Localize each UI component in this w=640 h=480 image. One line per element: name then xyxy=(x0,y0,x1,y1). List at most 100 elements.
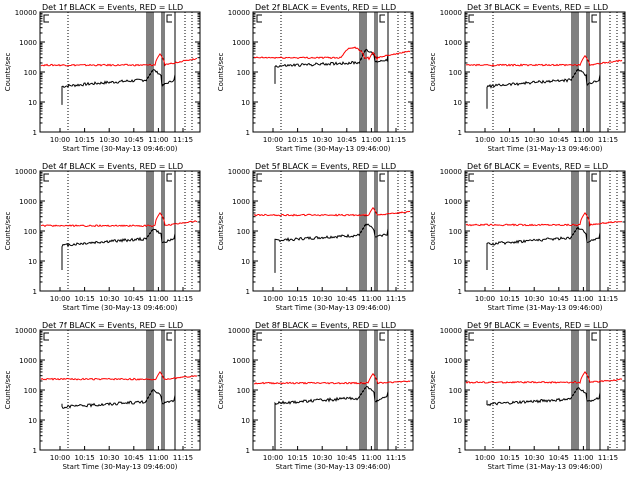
series-line-lld xyxy=(40,52,198,67)
flag-mark xyxy=(468,14,474,23)
y-tick-label: 1 xyxy=(246,288,250,296)
y-tick-label: 1 xyxy=(458,129,462,137)
flag-mark xyxy=(468,332,474,341)
plot-frame xyxy=(464,11,626,133)
y-tick-label: 1000 xyxy=(19,357,37,365)
y-tick-label: 100 xyxy=(237,387,250,395)
y-tick-label: 1 xyxy=(246,447,250,455)
series-line-events xyxy=(274,385,389,450)
flag-mark xyxy=(591,173,597,182)
y-tick-label: 1 xyxy=(33,288,37,296)
y-axis-label: Counts/sec xyxy=(4,212,12,251)
x-tick-label: 10:00 xyxy=(475,454,495,462)
y-tick-label: 10000 xyxy=(440,327,462,335)
panel-title: Det 7f BLACK = Events, RED = LLD xyxy=(42,321,183,330)
x-tick-label: 10:00 xyxy=(263,295,283,303)
x-axis-label: Start Time (31-May-13 09:46:00) xyxy=(487,463,602,471)
y-tick-label: 1000 xyxy=(232,39,250,47)
series-line-events xyxy=(274,222,389,273)
y-axis-label: Counts/sec xyxy=(4,53,12,92)
flag-mark xyxy=(166,173,172,182)
series-line-events xyxy=(61,69,176,105)
y-tick-label: 1 xyxy=(246,129,250,137)
flag-mark xyxy=(256,14,262,23)
x-tick-label: 10:30 xyxy=(312,295,332,303)
flag-mark xyxy=(379,173,385,182)
y-tick-label: 10000 xyxy=(15,9,37,17)
x-tick-label: 10:45 xyxy=(549,136,569,144)
x-tick-label: 10:30 xyxy=(524,295,544,303)
plot-frame xyxy=(39,329,201,451)
series-line-lld xyxy=(40,370,198,381)
y-tick-label: 100 xyxy=(24,228,37,236)
panel-title: Det 9f BLACK = Events, RED = LLD xyxy=(467,321,608,330)
x-axis-label: Start Time (31-May-13 09:46:00) xyxy=(487,304,602,312)
x-tick-label: 10:30 xyxy=(524,454,544,462)
panel-title: Det 4f BLACK = Events, RED = LLD xyxy=(42,162,183,171)
x-axis-label: Start Time (30-May-13 09:46:00) xyxy=(62,304,177,312)
panel-title: Det 2f BLACK = Events, RED = LLD xyxy=(255,3,396,12)
series-line-events xyxy=(274,48,389,84)
y-axis-label: Counts/sec xyxy=(429,53,437,92)
plot-frame xyxy=(464,329,626,451)
y-tick-label: 100 xyxy=(449,387,462,395)
x-tick-label: 11:00 xyxy=(361,454,381,462)
series-line-events xyxy=(486,386,601,407)
series-line-events xyxy=(61,228,176,270)
flag-mark xyxy=(43,14,49,23)
x-tick-label: 11:00 xyxy=(148,295,168,303)
panel-6: Det 6f BLACK = Events, RED = LLD 1 10 100 10… xyxy=(429,162,626,312)
x-tick-label: 11:00 xyxy=(361,136,381,144)
panel-4: Det 4f BLACK = Events, RED = LLD 1 10 100 10… xyxy=(4,162,201,312)
series-line-events xyxy=(486,226,601,270)
y-tick-label: 100 xyxy=(24,69,37,77)
flag-mark xyxy=(166,14,172,23)
x-tick-label: 10:45 xyxy=(337,136,357,144)
y-tick-label: 10 xyxy=(453,99,462,107)
x-tick-label: 10:15 xyxy=(75,295,95,303)
x-axis-label: Start Time (30-May-13 09:46:00) xyxy=(275,145,390,153)
flag-mark xyxy=(591,14,597,23)
x-tick-label: 11:15 xyxy=(173,295,193,303)
panel-title: Det 6f BLACK = Events, RED = LLD xyxy=(467,162,608,171)
y-tick-label: 10 xyxy=(28,417,37,425)
x-axis-label: Start Time (31-May-13 09:46:00) xyxy=(487,145,602,153)
x-tick-label: 10:15 xyxy=(500,295,520,303)
x-tick-label: 10:15 xyxy=(288,136,308,144)
x-tick-label: 11:15 xyxy=(173,136,193,144)
panel-7: Det 7f BLACK = Events, RED = LLD 1 10 100 10… xyxy=(4,321,201,471)
y-axis-label: Counts/sec xyxy=(429,371,437,410)
series-line-lld xyxy=(253,46,411,61)
x-tick-label: 10:00 xyxy=(50,295,70,303)
y-axis-label: Counts/sec xyxy=(4,371,12,410)
y-tick-label: 1000 xyxy=(444,39,462,47)
flag-mark xyxy=(468,173,474,182)
y-tick-label: 100 xyxy=(237,228,250,236)
y-tick-label: 1000 xyxy=(232,198,250,206)
x-tick-label: 10:45 xyxy=(124,454,144,462)
flag-mark xyxy=(43,332,49,341)
series-line-lld xyxy=(253,372,411,385)
x-tick-label: 10:15 xyxy=(75,454,95,462)
panel-9: Det 9f BLACK = Events, RED = LLD 1 10 100 10… xyxy=(429,321,626,471)
x-tick-label: 10:00 xyxy=(475,295,495,303)
y-tick-label: 1 xyxy=(458,288,462,296)
y-tick-label: 10 xyxy=(241,99,250,107)
y-tick-label: 10 xyxy=(28,99,37,107)
x-tick-label: 10:45 xyxy=(337,295,357,303)
plot-frame xyxy=(252,329,414,451)
y-tick-label: 10 xyxy=(28,258,37,266)
x-tick-label: 11:15 xyxy=(386,136,406,144)
y-tick-label: 10000 xyxy=(228,168,250,176)
x-tick-label: 11:15 xyxy=(598,136,618,144)
x-tick-label: 11:00 xyxy=(573,295,593,303)
flag-mark xyxy=(256,173,262,182)
x-tick-label: 11:00 xyxy=(148,454,168,462)
x-tick-label: 11:00 xyxy=(573,454,593,462)
y-tick-label: 10 xyxy=(241,417,250,425)
y-tick-label: 10000 xyxy=(228,9,250,17)
x-tick-label: 10:30 xyxy=(524,136,544,144)
x-tick-label: 10:30 xyxy=(312,454,332,462)
y-tick-label: 100 xyxy=(237,69,250,77)
x-tick-label: 10:15 xyxy=(288,295,308,303)
